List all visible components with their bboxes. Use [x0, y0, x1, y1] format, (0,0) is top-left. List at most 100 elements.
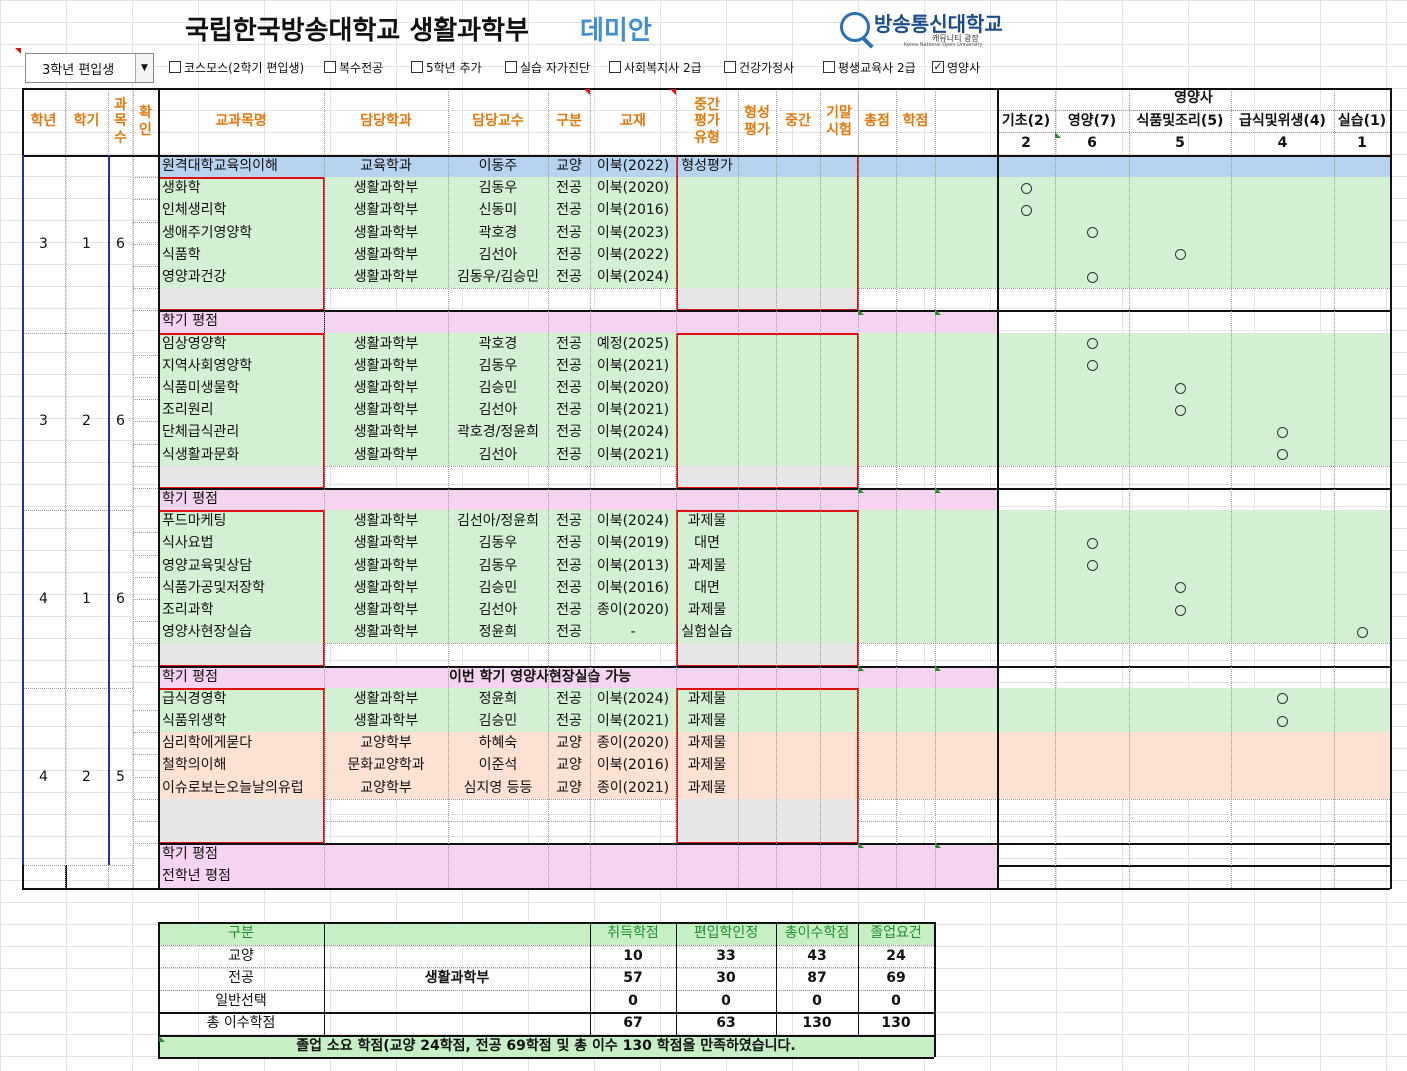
course-eval[interactable]: 실험실습	[681, 624, 733, 641]
course-name[interactable]: 식품미생물학	[162, 380, 240, 397]
course-name[interactable]: 조리과학	[162, 602, 214, 619]
course-name[interactable]: 지역사회영양학	[162, 357, 253, 374]
course-eval[interactable]: 과제물	[687, 779, 727, 796]
empty-course-cell[interactable]	[158, 643, 324, 666]
checkbox-7[interactable]: ✓ 영양사	[932, 59, 980, 75]
university-logo: 방송통신대학교 캐뮤니티 광장 Korea National Open Univ…	[840, 8, 1003, 52]
course-book: 이북(2024)	[596, 513, 670, 530]
course-name[interactable]: 인체생리학	[162, 202, 227, 219]
course-eval[interactable]: 형성평가	[681, 158, 733, 175]
course-prof: 김동우	[478, 557, 518, 574]
course-name[interactable]: 이슈로보는오늘날의유럽	[162, 779, 304, 796]
semester-gpa-row	[158, 488, 997, 511]
course-name[interactable]: 식품위생학	[162, 713, 227, 730]
course-name[interactable]: 조리원리	[162, 402, 214, 419]
course-name[interactable]: 철학의이해	[162, 757, 227, 774]
course-type: 전공	[556, 380, 582, 397]
course-eval[interactable]: 대면	[694, 579, 720, 596]
logo-english: Korea National Open University	[904, 42, 983, 48]
course-name[interactable]: 생애주기영양학	[162, 224, 253, 241]
empty-eval-cell[interactable]	[676, 288, 858, 311]
header-book: 교재	[620, 113, 646, 130]
circle-mark-icon	[1174, 604, 1186, 616]
course-eval[interactable]: 과제물	[687, 735, 727, 752]
course-name[interactable]: 급식경영학	[162, 690, 227, 707]
chevron-down-icon[interactable]: ▼	[135, 54, 153, 82]
course-prof: 정윤희	[478, 624, 518, 641]
table-row	[158, 510, 1390, 533]
course-eval[interactable]: 과제물	[687, 513, 727, 530]
checkbox-label: 코스모스(2학기 편입생)	[184, 60, 305, 75]
checkbox-3[interactable]: 실습 자가진단	[505, 59, 590, 75]
block-semester: 2	[82, 768, 91, 785]
course-name[interactable]: 식생활과문화	[162, 446, 240, 463]
course-type: 전공	[556, 246, 582, 263]
header-part: 인	[139, 121, 152, 138]
course-name[interactable]: 식품학	[162, 246, 201, 263]
course-name[interactable]: 단체급식관리	[162, 424, 240, 441]
course-book: 이북(2021)	[596, 713, 670, 730]
circle-mark-icon	[1277, 715, 1288, 727]
course-type: 교양	[556, 158, 582, 175]
checkbox-label: 영양사	[947, 60, 981, 75]
header-part: 평가	[744, 121, 770, 138]
course-name[interactable]: 푸드마케팅	[162, 513, 227, 530]
block-divider	[22, 687, 133, 689]
empty-eval-cell[interactable]	[676, 821, 858, 844]
checkbox-5[interactable]: 건강가정사	[724, 59, 794, 75]
empty-eval-cell[interactable]	[676, 465, 858, 488]
checkbox-empty-icon[interactable]	[324, 61, 336, 73]
course-name[interactable]: 식사요법	[162, 535, 214, 552]
course-name[interactable]: 영양교육및상담	[162, 557, 253, 574]
checkbox-1[interactable]: 복수전공	[324, 59, 383, 75]
course-eval[interactable]: 대면	[694, 535, 720, 552]
checkbox-empty-icon[interactable]	[609, 61, 621, 73]
nutrition-mark	[1129, 399, 1231, 421]
course-dept: 교육학과	[360, 158, 412, 175]
course-name[interactable]: 임상영양학	[162, 335, 227, 352]
empty-eval-cell[interactable]	[676, 798, 858, 821]
course-name[interactable]: 원격대학교육의이해	[162, 158, 278, 175]
course-prof: 김동우	[478, 357, 518, 374]
empty-eval-cell[interactable]	[676, 643, 858, 666]
course-type: 전공	[556, 424, 582, 441]
checkbox-empty-icon[interactable]	[724, 61, 736, 73]
course-eval[interactable]: 과제물	[687, 690, 727, 707]
checkbox-0[interactable]: 코스모스(2학기 편입생)	[169, 59, 304, 75]
checkbox-2[interactable]: 5학년 추가	[411, 59, 482, 75]
course-highlight-box	[158, 177, 325, 312]
course-eval[interactable]: 과제물	[687, 713, 727, 730]
course-name[interactable]: 영양사현장실습	[162, 624, 253, 641]
checkbox-empty-icon[interactable]	[823, 61, 835, 73]
block-semester: 1	[82, 590, 91, 607]
checkbox-4[interactable]: 사회복지사 2급	[609, 59, 702, 75]
course-name[interactable]: 생화학	[162, 180, 201, 197]
checkbox-empty-icon[interactable]	[411, 61, 423, 73]
course-name[interactable]: 영양과건강	[162, 269, 227, 286]
checkbox-empty-icon[interactable]	[505, 61, 517, 73]
summary-header-bg	[858, 922, 934, 945]
course-name[interactable]: 식품가공및저장학	[162, 579, 266, 596]
checkbox-checked-icon[interactable]: ✓	[932, 60, 944, 73]
circle-mark-icon	[1086, 560, 1098, 572]
course-eval[interactable]: 과제물	[687, 757, 727, 774]
empty-course-cell[interactable]	[158, 288, 324, 311]
course-eval[interactable]: 과제물	[687, 557, 727, 574]
summary-col-divider	[858, 922, 859, 1035]
summary-dept: 생활과학부	[424, 970, 490, 987]
course-prof: 김동우/김승민	[457, 269, 539, 286]
table-row	[158, 599, 1390, 622]
table-row	[158, 354, 1390, 377]
course-eval[interactable]: 과제물	[687, 602, 727, 619]
checkbox-label: 사회복지사 2급	[624, 60, 702, 75]
column-divider	[65, 88, 66, 888]
checkbox-empty-icon[interactable]	[169, 61, 181, 73]
checkbox-6[interactable]: 평생교육사 2급	[823, 59, 916, 75]
empty-course-cell[interactable]	[158, 465, 324, 488]
course-name[interactable]: 심리학에게묻다	[162, 735, 253, 752]
summary-header-bg	[158, 922, 324, 945]
empty-course-cell[interactable]	[158, 798, 324, 821]
admission-type-select[interactable]: 3학년 편입생 ▼	[25, 53, 154, 83]
gpa-top-border	[158, 665, 1390, 668]
empty-course-cell[interactable]	[158, 821, 324, 844]
